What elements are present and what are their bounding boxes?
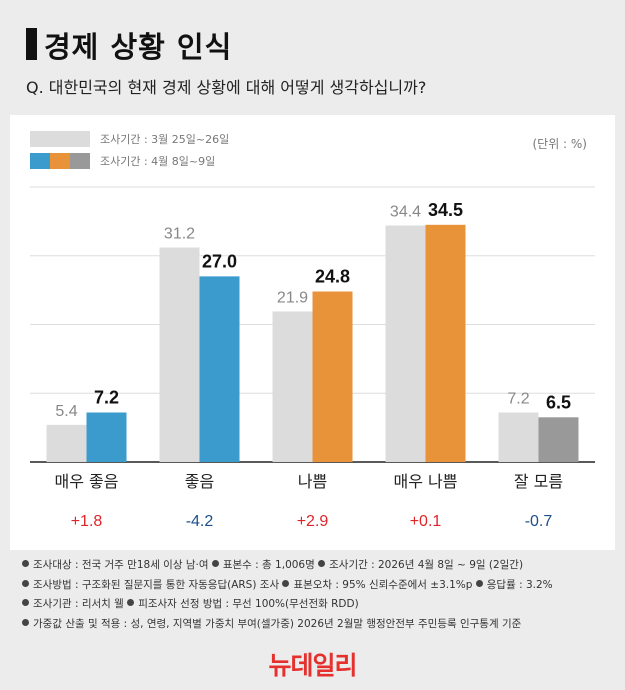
survey-question: Q. 대한민국의 현재 경제 상황에 대해 어떻게 생각하십니까?: [26, 78, 427, 97]
bullet-icon: [22, 579, 29, 587]
bar-previous: [385, 225, 426, 462]
note-item: 표본오차 : 95% 신뢰수준에서 ±3.1%p: [293, 578, 473, 591]
value-label-current: 6.5: [546, 392, 571, 412]
legend-previous: 조사기간 : 3월 25일~26일: [30, 131, 229, 147]
note-line: 조사방법 : 구조화된 질문지를 통한 자동응답(ARS) 조사 표본오차 : …: [22, 576, 553, 596]
note-item: 조사대상 : 전국 거주 만18세 이상 남·여: [33, 559, 209, 571]
legend-current-swatch-orange: [50, 153, 70, 169]
bullet-icon: [127, 599, 135, 606]
bar-previous: [46, 424, 87, 462]
note-item: 조사기간 : 2026년 4월 8일 ~ 9일 (2일간): [329, 559, 524, 571]
title-accent-bar: [26, 28, 37, 60]
category-label: 매우 나쁨: [394, 472, 458, 491]
change-label: +0.1: [410, 513, 442, 530]
category-label: 잘 모름: [514, 472, 563, 491]
bullet-icon: [318, 560, 326, 567]
change-label: -0.7: [525, 513, 553, 530]
legend-current: 조사기간 : 4월 8일~9일: [30, 153, 215, 169]
note-item: 조사방법 : 구조화된 질문지를 통한 자동응답(ARS) 조사: [33, 578, 280, 591]
category-label: 나쁨: [298, 472, 327, 491]
bar-previous: [272, 311, 313, 462]
change-label: +2.9: [297, 513, 329, 530]
bar-chart: 5.4 7.2 매우 좋음 +1.8 31.2 27.0 좋음 -4.2 21.9 24.8 나쁨 +…: [30, 186, 595, 530]
change-label: +1.8: [71, 513, 103, 530]
bar-current: [538, 417, 579, 462]
bullet-icon: [22, 560, 29, 567]
legend-current-swatch-blue: [30, 153, 50, 169]
bar-previous: [498, 412, 539, 462]
bar-current: [425, 224, 466, 462]
bullet-icon: [475, 579, 483, 587]
value-label-previous: 21.9: [277, 289, 308, 306]
value-label-previous: 34.4: [390, 204, 421, 221]
note-item: 응답률 : 3.2%: [486, 578, 553, 591]
bullet-icon: [282, 579, 290, 587]
bullet-icon: [22, 599, 29, 606]
note-item: 표본수 : 총 1,006명: [222, 559, 315, 571]
survey-notes: 조사대상 : 전국 거주 만18세 이상 남·여 표본수 : 총 1,006명 …: [22, 556, 553, 634]
note-item: 조사기관 : 리서치 웰: [33, 598, 124, 610]
value-label-current: 34.5: [428, 200, 463, 220]
bullet-icon: [211, 560, 219, 567]
bullet-icon: [22, 618, 29, 626]
category-label: 매우 좋음: [55, 472, 119, 491]
note-line: 조사대상 : 전국 거주 만18세 이상 남·여 표본수 : 총 1,006명 …: [22, 556, 553, 576]
value-label-current: 7.2: [94, 388, 119, 408]
chart-card: 조사기간 : 3월 25일~26일 조사기간 : 4월 8일~9일 (단위 : …: [10, 115, 615, 550]
unit-label: (단위 : %): [532, 137, 587, 151]
page-title: 경제 상황 인식: [44, 30, 233, 64]
legend-previous-swatch: [30, 131, 90, 147]
note-line: 조사기관 : 리서치 웰 피조사자 선정 방법 : 무선 100%(무선전화 R…: [22, 595, 553, 615]
note-line: 가중값 산출 및 적용 : 성, 연령, 지역별 가중치 부여(셀가중) 202…: [22, 615, 553, 635]
value-label-current: 24.8: [315, 267, 350, 287]
note-item: 피조사자 선정 방법 : 무선 100%(무선전화 RDD): [138, 598, 359, 610]
bar-current: [199, 276, 240, 462]
bar-current: [86, 412, 127, 462]
bar-previous: [159, 247, 200, 462]
legend-current-label: 조사기간 : 4월 8일~9일: [100, 155, 216, 168]
change-label: -4.2: [186, 513, 214, 530]
value-label-previous: 31.2: [164, 226, 195, 243]
category-label: 좋음: [185, 472, 214, 491]
note-item: 가중값 산출 및 적용 : 성, 연령, 지역별 가중치 부여(셀가중) 202…: [33, 617, 522, 630]
value-label-previous: 5.4: [55, 403, 77, 420]
legend-previous-label: 조사기간 : 3월 25일~26일: [100, 133, 230, 146]
bar-current: [312, 291, 353, 462]
value-label-current: 27.0: [202, 251, 237, 271]
legend-current-swatch-gray: [70, 153, 90, 169]
value-label-previous: 7.2: [507, 391, 529, 408]
brand-logo: 뉴데일리: [268, 651, 357, 680]
